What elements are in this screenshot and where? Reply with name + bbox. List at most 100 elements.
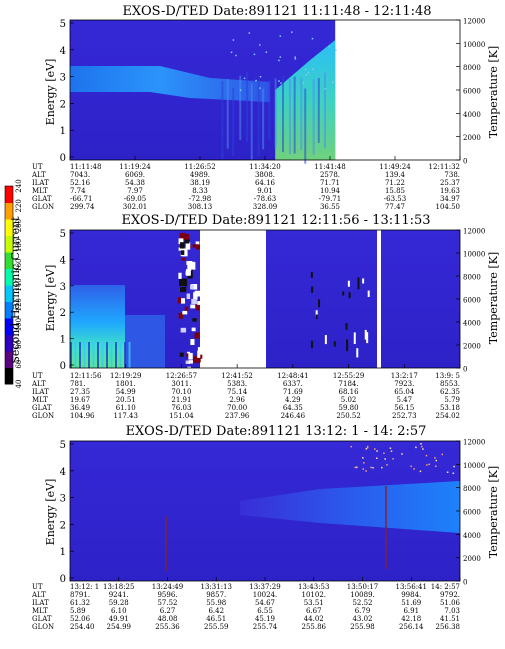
noise-patch bbox=[324, 335, 327, 345]
table-cell: 36.55 bbox=[320, 203, 340, 211]
table-cell: 13:50:17 bbox=[347, 583, 378, 591]
speckle bbox=[331, 81, 334, 84]
y2-tick-label: 6000 bbox=[463, 88, 481, 96]
table-cell: 7923. bbox=[394, 380, 414, 388]
speckle bbox=[376, 457, 378, 459]
noise-patch bbox=[179, 232, 186, 241]
panel-3-spectrogram bbox=[70, 441, 460, 581]
y2-tick-label: 12000 bbox=[463, 18, 485, 26]
table-cell: 2578. bbox=[320, 171, 340, 179]
table-cell: 139.4 bbox=[385, 171, 406, 179]
striation bbox=[239, 75, 242, 141]
table-cell: 5.79 bbox=[444, 396, 460, 404]
y-tick-label: 2 bbox=[60, 308, 66, 319]
table-cell: 45.19 bbox=[255, 615, 275, 623]
noise-patch bbox=[179, 242, 185, 249]
row-label: GLON bbox=[32, 203, 54, 211]
table-cell: 117.43 bbox=[113, 412, 138, 420]
noise-patch bbox=[190, 339, 195, 345]
striation bbox=[124, 342, 126, 368]
panel-1-ylabel: Energy [eV] bbox=[44, 59, 57, 126]
speckle bbox=[305, 74, 307, 76]
y2-tick-label: 0 bbox=[463, 366, 467, 374]
speckle bbox=[356, 466, 358, 469]
noise-patch bbox=[315, 314, 318, 319]
table-cell: 2.96 bbox=[229, 396, 245, 404]
table-cell: 12:26:57 bbox=[166, 372, 197, 380]
table-cell: -63.53 bbox=[384, 195, 406, 203]
table-cell: 44.02 bbox=[304, 615, 324, 623]
table-cell: 42.18 bbox=[401, 615, 421, 623]
noise-patch bbox=[333, 341, 336, 347]
table-cell: 11:49:24 bbox=[379, 163, 411, 171]
panel-2-y2label: Temperature [K] bbox=[487, 252, 500, 344]
y2-tick-label: 12000 bbox=[463, 439, 485, 447]
table-cell: 51.06 bbox=[440, 599, 461, 607]
striation bbox=[226, 78, 229, 149]
noise-patch bbox=[178, 238, 184, 245]
y-tick-label: 1 bbox=[60, 126, 66, 137]
striation bbox=[83, 342, 86, 368]
speckle bbox=[259, 44, 261, 46]
speckle bbox=[253, 53, 256, 56]
noise-patch bbox=[185, 360, 191, 364]
row-label: UT bbox=[32, 163, 43, 171]
speckle bbox=[280, 82, 282, 84]
speckle bbox=[312, 68, 314, 70]
noise-patch bbox=[342, 291, 345, 296]
y2-tick-label: 10000 bbox=[463, 251, 485, 259]
noise-patch bbox=[178, 247, 186, 251]
striation bbox=[115, 342, 117, 368]
panel-1: EXOS-D/TED Date:891121 11:11:48 - 12:11:… bbox=[31, 4, 500, 211]
noise-patch bbox=[353, 332, 356, 345]
speckle bbox=[383, 452, 385, 454]
noise-patch bbox=[356, 348, 359, 358]
noise-patch bbox=[194, 290, 202, 297]
colorbar-tick-label: 120 bbox=[15, 298, 23, 311]
table-cell: 104.96 bbox=[70, 412, 95, 420]
noise-patch bbox=[187, 366, 191, 374]
striation bbox=[119, 342, 122, 368]
noise-patch bbox=[197, 347, 204, 355]
table-cell: 9857. bbox=[206, 591, 226, 599]
noise-patch bbox=[179, 352, 184, 357]
table-cell: 12:55:29 bbox=[333, 372, 364, 380]
noise-patch bbox=[367, 290, 370, 298]
panel-2-axes: 0 1 2 3 4 5 0 2000 4000 6000 8000 10000 12000 bbox=[60, 228, 486, 374]
y-tick-label: 4 bbox=[60, 255, 66, 266]
y-tick-label: 4 bbox=[60, 467, 66, 478]
colorbar-tick-label: 60 bbox=[15, 360, 23, 369]
speckle bbox=[366, 447, 369, 449]
table-cell: 6.55 bbox=[257, 607, 273, 615]
y2-tick-label: 8000 bbox=[463, 274, 481, 282]
panel-3-axes: 0 1 2 3 4 5 0 2000 4000 6000 8000 10000 12000 bbox=[60, 439, 486, 587]
table-cell: 64.35 bbox=[283, 404, 303, 412]
noise-patch bbox=[190, 304, 196, 309]
y-tick-label: 4 bbox=[60, 46, 66, 57]
striation bbox=[293, 76, 296, 154]
speckle bbox=[370, 466, 372, 469]
table-cell: 9.01 bbox=[257, 187, 273, 195]
table-cell: 49.91 bbox=[109, 615, 129, 623]
y2-tick-label: 0 bbox=[463, 579, 467, 587]
table-cell: 71.69 bbox=[283, 388, 303, 396]
energy-band bbox=[240, 481, 460, 533]
speckle bbox=[413, 468, 415, 470]
speckle bbox=[362, 457, 364, 459]
striation bbox=[250, 83, 253, 161]
colorbar-segment bbox=[5, 186, 13, 203]
table-cell: 41.51 bbox=[440, 615, 460, 623]
striation bbox=[274, 78, 277, 148]
y2-tick-label: 8000 bbox=[463, 485, 481, 493]
noise-patch bbox=[191, 284, 198, 290]
table-cell: 57.52 bbox=[157, 599, 177, 607]
striation bbox=[312, 79, 315, 155]
table-cell: 308.13 bbox=[188, 203, 213, 211]
speckle bbox=[365, 470, 367, 472]
table-cell: 12:11:56 bbox=[70, 372, 102, 380]
y-tick-label: 5 bbox=[60, 229, 66, 240]
noise-patch bbox=[181, 257, 186, 261]
table-cell: 250.52 bbox=[336, 412, 361, 420]
speckle bbox=[453, 465, 455, 468]
